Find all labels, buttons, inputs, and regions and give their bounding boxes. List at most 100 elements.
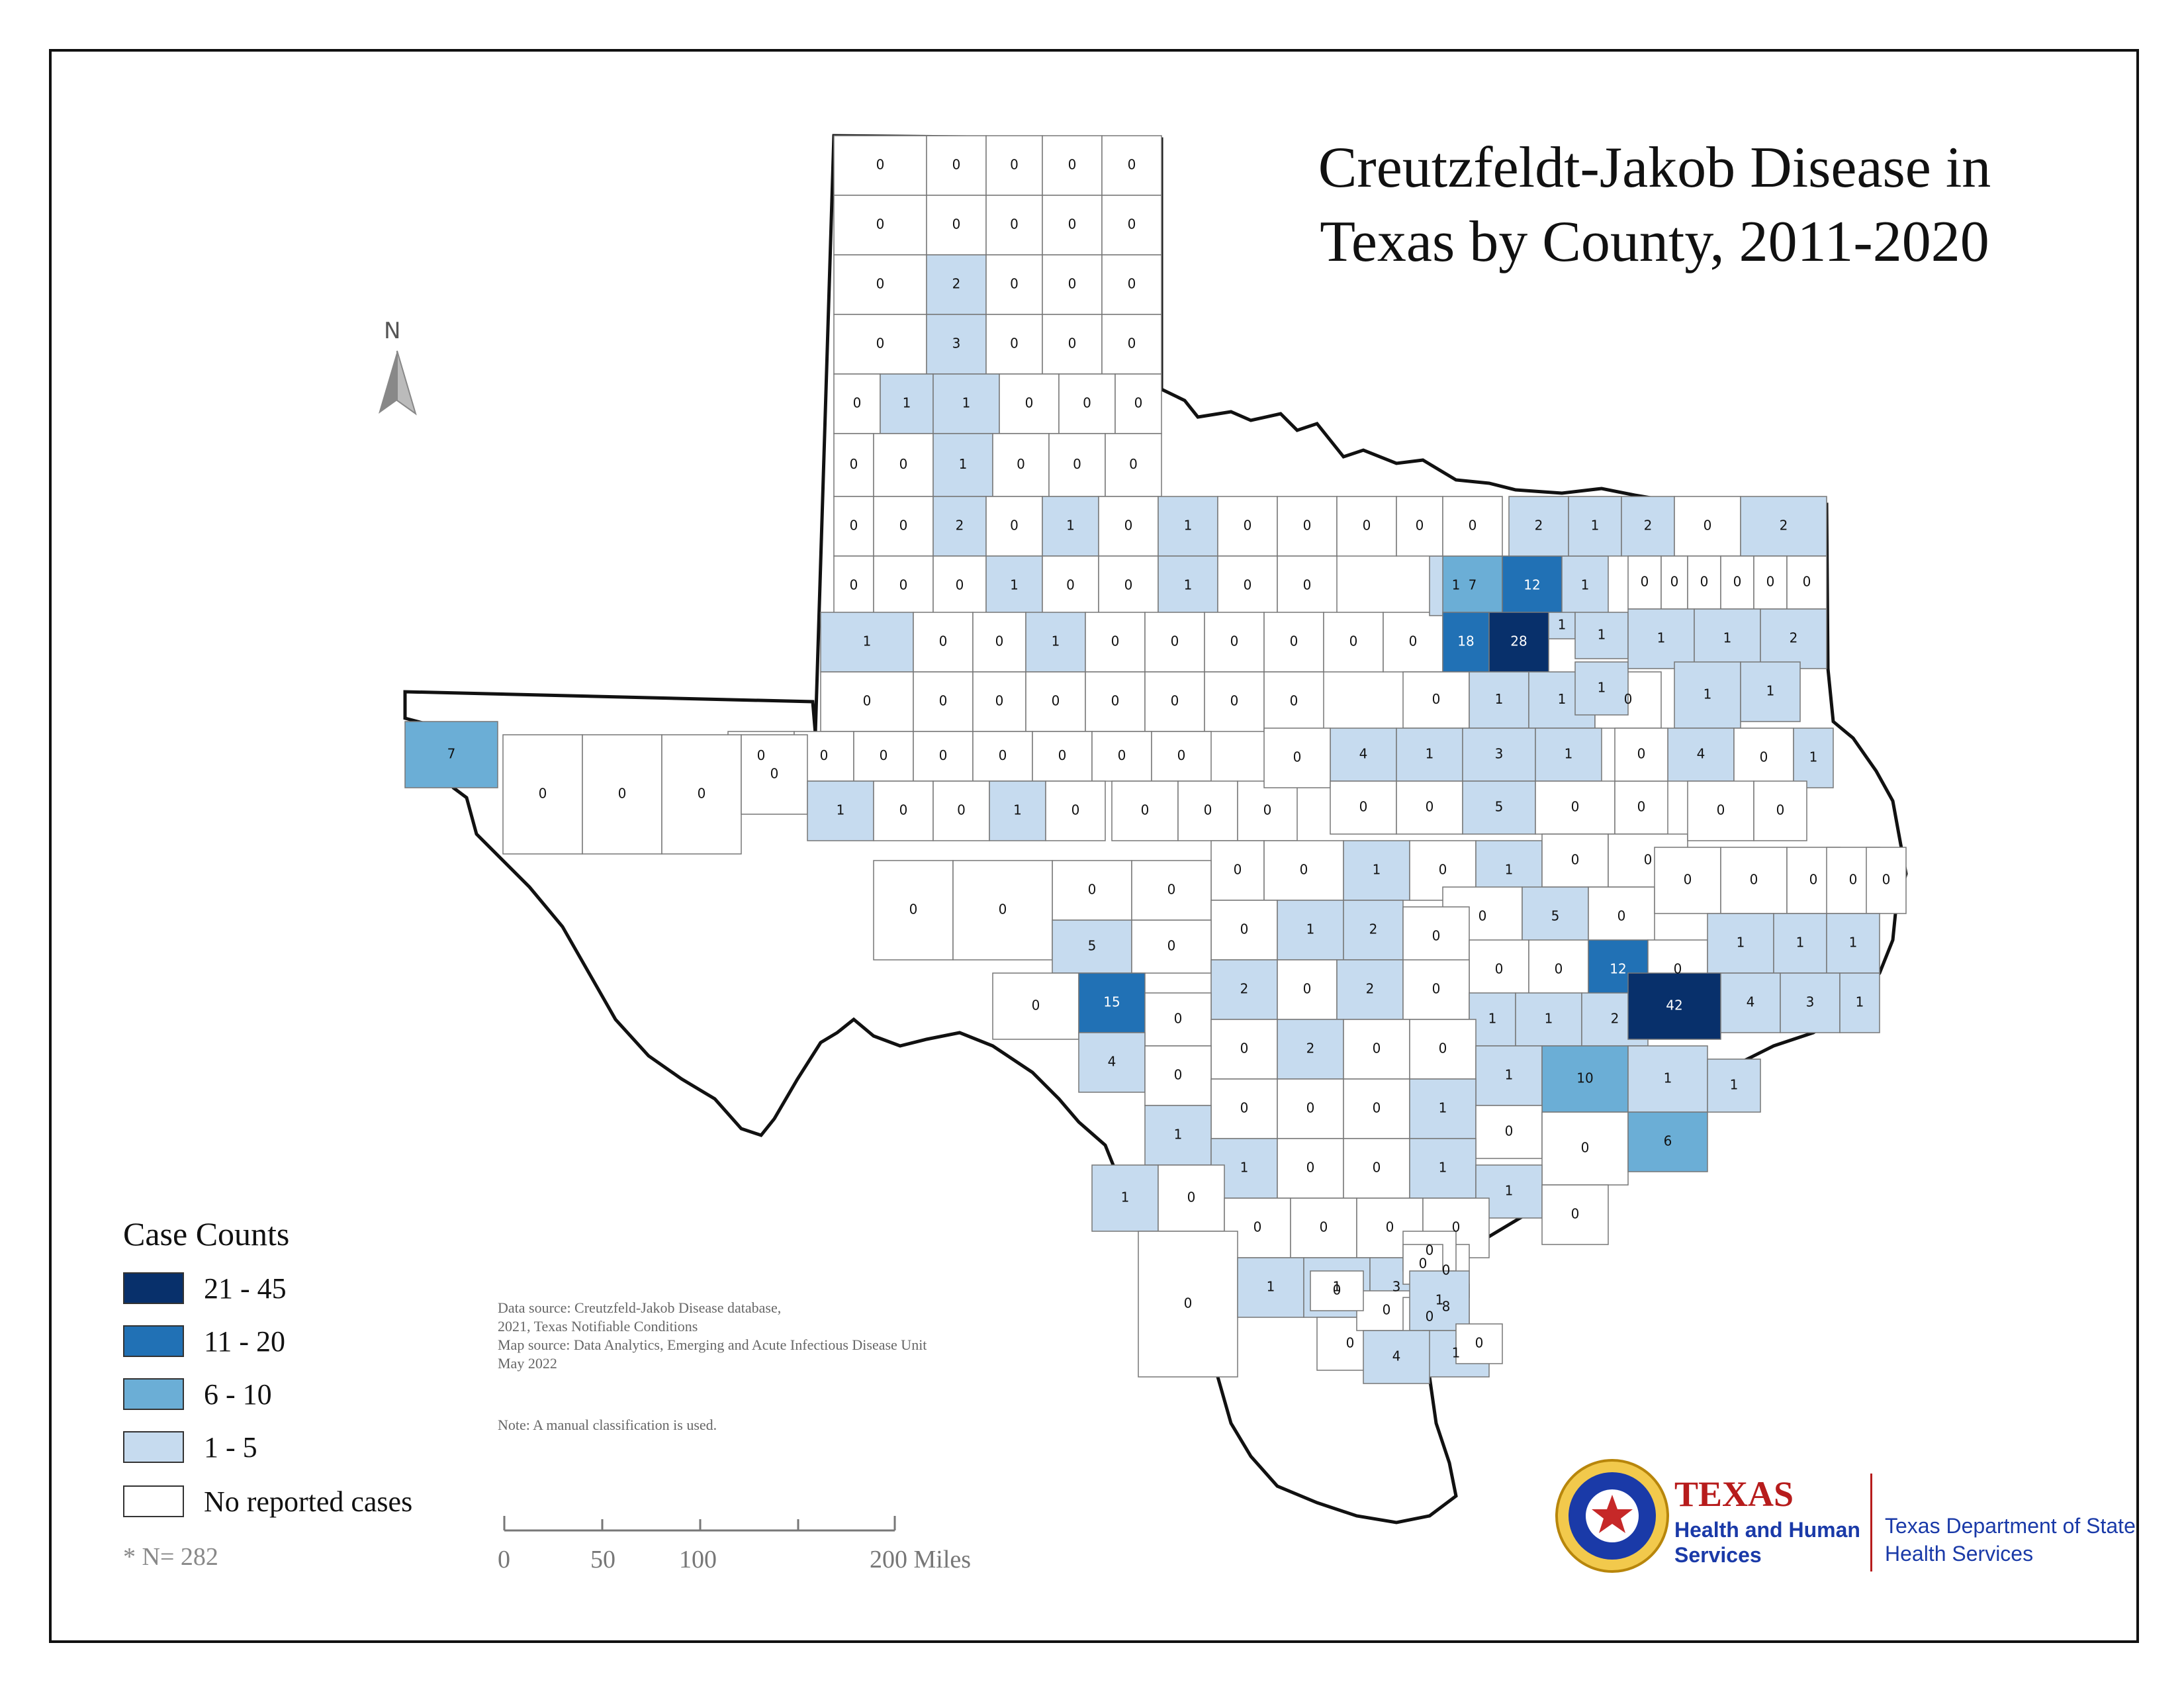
county-c91	[1674, 496, 1741, 557]
county-c10	[1101, 195, 1162, 256]
county-count-label: 0	[1187, 1190, 1196, 1205]
county-c137	[1263, 840, 1344, 901]
county-count-label: 0	[1244, 577, 1252, 593]
county-c126	[1263, 727, 1331, 788]
county-count-label: 1	[1723, 630, 1732, 646]
county-count-label: 0	[1555, 961, 1563, 977]
county-count-label: 1	[837, 802, 845, 818]
county-count-label: 1	[1435, 1292, 1444, 1308]
county-count-label: 0	[863, 693, 872, 709]
county-c55	[1085, 612, 1146, 673]
county-count-label: 0	[1386, 1219, 1394, 1235]
county-c89	[1568, 496, 1622, 557]
north-arrow-icon	[379, 350, 417, 416]
county-c49	[1217, 555, 1278, 616]
county-count-label: 0	[1426, 1309, 1434, 1325]
county-count-label: 0	[1167, 938, 1176, 954]
county-count-label: 0	[1571, 852, 1580, 868]
county-count-label: 0	[1244, 518, 1252, 534]
county-count-label: 0	[1066, 577, 1075, 593]
county-count-label: 12	[1524, 577, 1540, 593]
county-count-label: 0	[1684, 872, 1692, 888]
county-count-label: 1	[1240, 1160, 1249, 1176]
county-count-label: 0	[1349, 633, 1358, 649]
county-c113	[404, 721, 498, 788]
county-count-label: 3	[1392, 1279, 1401, 1295]
county-count-label: 1	[1766, 683, 1775, 699]
county-count-label: 0	[995, 633, 1004, 649]
county-count-label: 0	[1373, 1160, 1381, 1176]
county-c82	[1396, 496, 1443, 557]
county-count-label: 1	[1505, 862, 1514, 878]
agency-name: TEXAS	[1674, 1474, 1794, 1514]
county-c189	[1541, 1045, 1629, 1113]
county-c103	[1574, 661, 1629, 716]
county-c19	[1042, 314, 1103, 375]
county-count-label: 0	[909, 902, 918, 917]
county-c22	[880, 373, 934, 434]
county-c12	[926, 254, 987, 315]
county-count-label: 0	[1068, 157, 1077, 173]
county-count-label: 0	[939, 747, 948, 763]
county-c62	[913, 671, 974, 732]
county-c174	[1469, 992, 1516, 1047]
county-count-label: 1	[1856, 994, 1864, 1010]
county-count-label: 0	[1111, 693, 1120, 709]
county-count-label: 4	[1108, 1054, 1116, 1070]
county-c96	[1720, 555, 1754, 610]
county-count-label: 1	[1657, 630, 1666, 646]
county-count-label: 0	[1290, 693, 1298, 709]
county-c223	[1310, 1270, 1364, 1311]
legend-item: 1 - 5	[123, 1430, 257, 1464]
county-c228	[1455, 1323, 1503, 1364]
county-count-label: 0	[539, 786, 547, 802]
county-c201	[1144, 1105, 1212, 1166]
total-count-note: * N= 282	[123, 1543, 218, 1571]
county-c38	[1098, 496, 1159, 557]
county-c100	[1469, 671, 1529, 729]
county-c116	[661, 734, 742, 855]
county-c152	[1866, 847, 1907, 914]
county-count-label: 0	[1293, 749, 1302, 765]
county-count-label: 0	[1174, 1011, 1183, 1027]
county-count-label: 1	[1704, 686, 1712, 702]
county-count-label: 1	[1174, 1127, 1183, 1143]
county-count-label: 1	[1545, 1011, 1553, 1027]
county-count-label: 1	[1505, 1067, 1514, 1083]
county-count-label: 0	[1571, 799, 1580, 815]
county-count-label: 0	[1641, 574, 1649, 590]
county-c8	[985, 195, 1043, 256]
title-line-2: Texas by County, 2011-2020	[1320, 210, 1989, 274]
county-c191	[1707, 1058, 1761, 1113]
county-count-label: 0	[770, 766, 779, 782]
county-c226	[1409, 1270, 1470, 1331]
county-count-label: 0	[1052, 693, 1060, 709]
county-count-label: 1	[1598, 627, 1606, 643]
county-count-label: 0	[1230, 693, 1239, 709]
county-count-label: 0	[1025, 395, 1034, 411]
county-c48	[1158, 555, 1218, 616]
scale-label-100: 100	[679, 1546, 717, 1573]
county-count-label: 0	[1010, 216, 1019, 232]
county-count-label: 0	[1058, 747, 1067, 763]
county-count-label: 0	[1442, 1262, 1451, 1278]
county-c135	[1614, 727, 1668, 782]
county-c179	[1780, 972, 1841, 1033]
map-title: Creutzfeldt-Jakob Disease in Texas by Co…	[1165, 131, 2144, 279]
county-count-label: 3	[952, 336, 961, 352]
county-c108	[1740, 661, 1801, 722]
county-c15	[1101, 254, 1162, 315]
county-c175	[1515, 992, 1582, 1047]
county-count-label: 0	[952, 216, 961, 232]
county-count-label: 0	[1068, 336, 1077, 352]
county-c83	[1442, 496, 1503, 557]
county-count-label: 0	[1171, 633, 1179, 649]
county-c214	[1138, 1231, 1238, 1378]
legend-label: 21 - 45	[204, 1272, 287, 1305]
county-count-label: 1	[1010, 577, 1019, 593]
county-c111	[1462, 727, 1536, 782]
county-count-label: 1	[1121, 1190, 1130, 1205]
county-count-label: 0	[956, 577, 964, 593]
county-count-label: 0	[1032, 998, 1040, 1013]
county-count-label: 0	[1383, 1302, 1391, 1318]
